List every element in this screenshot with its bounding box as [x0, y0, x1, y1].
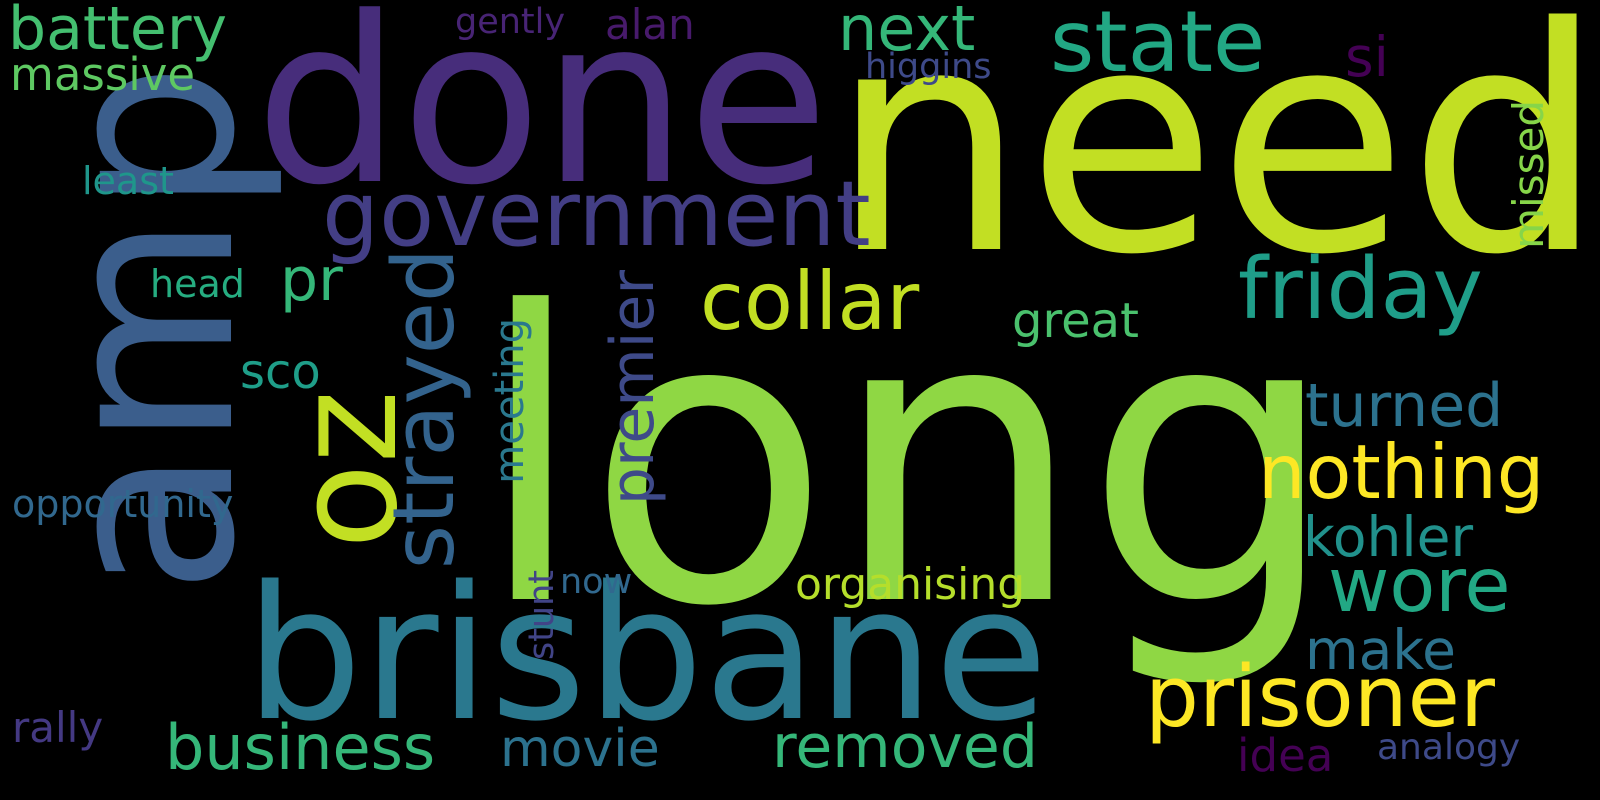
word-stunt: stunt	[522, 570, 562, 661]
word-movie: movie	[500, 719, 660, 779]
word-government: government	[322, 162, 871, 267]
word-great: great	[1012, 293, 1139, 349]
word-alan: alan	[605, 0, 695, 49]
word-rally: rally	[12, 703, 104, 752]
word-collar: collar	[700, 255, 920, 348]
word-battery: battery	[8, 0, 227, 64]
word-wore: wore	[1328, 541, 1511, 629]
word-brisbane: brisbane	[245, 546, 1049, 762]
word-nothing: nothing	[1258, 428, 1545, 516]
word-organising: organising	[795, 559, 1026, 610]
word-removed: removed	[772, 712, 1038, 782]
word-pr: pr	[280, 245, 343, 315]
word-next: next	[838, 0, 976, 65]
word-head: head	[150, 262, 245, 306]
word-higgins: higgins	[865, 47, 992, 87]
word-prisoner: prisoner	[1145, 648, 1495, 747]
word-gently: gently	[455, 2, 566, 42]
word-premier: premier	[598, 270, 668, 506]
word-idea: idea	[1237, 729, 1334, 782]
word-done: done	[255, 0, 829, 236]
word-state: state	[1050, 0, 1266, 92]
word-sco: sco	[240, 344, 321, 400]
word-make: make	[1305, 618, 1457, 682]
word-strayed: strayed	[375, 248, 474, 570]
word-missed: missed	[1504, 100, 1553, 249]
word-meeting: meeting	[487, 318, 533, 484]
word-turned: turned	[1305, 371, 1504, 441]
word-now: now	[560, 562, 633, 602]
word-friday: friday	[1238, 240, 1483, 339]
word-least: least	[82, 159, 174, 203]
word-kohler: kohler	[1303, 505, 1474, 569]
word-analogy: analogy	[1377, 727, 1521, 768]
word-si: si	[1345, 25, 1389, 89]
word-long: long	[475, 229, 1339, 694]
word-massive: massive	[10, 48, 196, 101]
word-opportunity: opportunity	[12, 482, 234, 526]
word-need: need	[830, 0, 1600, 323]
word-business: business	[165, 711, 436, 784]
